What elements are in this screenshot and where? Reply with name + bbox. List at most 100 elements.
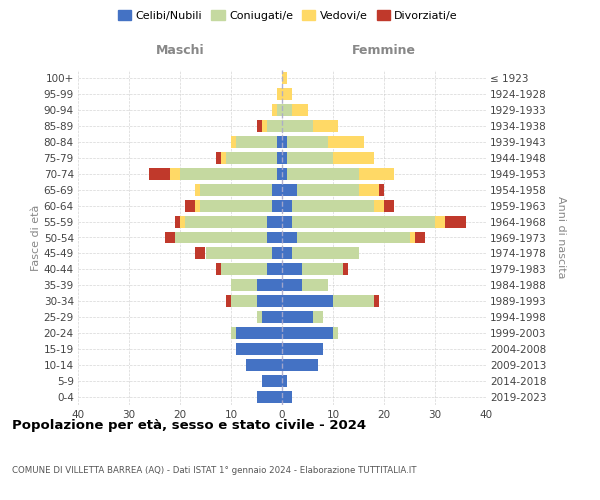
Bar: [282, 359, 318, 371]
Bar: [333, 327, 338, 339]
Bar: [267, 216, 282, 228]
Bar: [282, 296, 333, 308]
Bar: [282, 200, 292, 211]
Text: Maschi: Maschi: [155, 44, 205, 58]
Bar: [277, 88, 282, 100]
Bar: [196, 200, 200, 211]
Bar: [435, 216, 445, 228]
Bar: [206, 248, 272, 260]
Bar: [282, 312, 313, 323]
Bar: [374, 296, 379, 308]
Bar: [185, 216, 267, 228]
Bar: [257, 296, 282, 308]
Bar: [180, 216, 185, 228]
Bar: [374, 200, 384, 211]
Bar: [165, 232, 175, 243]
Bar: [410, 232, 415, 243]
Bar: [282, 120, 313, 132]
Text: Popolazione per età, sesso e stato civile - 2024: Popolazione per età, sesso e stato civil…: [12, 420, 366, 432]
Bar: [359, 168, 394, 179]
Bar: [282, 375, 287, 387]
Bar: [282, 343, 323, 355]
Bar: [226, 296, 231, 308]
Bar: [277, 104, 282, 116]
Bar: [282, 184, 298, 196]
Bar: [282, 152, 287, 164]
Bar: [282, 327, 333, 339]
Bar: [257, 120, 262, 132]
Bar: [384, 200, 394, 211]
Bar: [221, 264, 267, 276]
Bar: [200, 184, 272, 196]
Bar: [236, 343, 282, 355]
Bar: [221, 152, 226, 164]
Bar: [313, 312, 323, 323]
Bar: [257, 312, 262, 323]
Bar: [292, 216, 435, 228]
Bar: [333, 152, 374, 164]
Bar: [359, 184, 379, 196]
Bar: [415, 232, 425, 243]
Bar: [298, 184, 359, 196]
Bar: [282, 280, 302, 291]
Bar: [272, 184, 282, 196]
Bar: [272, 200, 282, 211]
Bar: [328, 136, 364, 148]
Y-axis label: Fasce di età: Fasce di età: [31, 204, 41, 270]
Legend: Celibi/Nubili, Coniugati/e, Vedovi/e, Divorziati/e: Celibi/Nubili, Coniugati/e, Vedovi/e, Di…: [113, 6, 463, 25]
Bar: [313, 120, 338, 132]
Y-axis label: Anni di nascita: Anni di nascita: [556, 196, 566, 279]
Bar: [231, 136, 236, 148]
Bar: [216, 264, 221, 276]
Bar: [298, 232, 410, 243]
Bar: [287, 168, 359, 179]
Bar: [445, 216, 466, 228]
Bar: [343, 264, 349, 276]
Bar: [292, 200, 374, 211]
Bar: [282, 88, 292, 100]
Bar: [277, 168, 282, 179]
Bar: [302, 264, 343, 276]
Bar: [282, 391, 292, 403]
Bar: [282, 168, 287, 179]
Text: COMUNE DI VILLETTA BARREA (AQ) - Dati ISTAT 1° gennaio 2024 - Elaborazione TUTTI: COMUNE DI VILLETTA BARREA (AQ) - Dati IS…: [12, 466, 416, 475]
Bar: [185, 200, 196, 211]
Bar: [257, 391, 282, 403]
Bar: [262, 120, 267, 132]
Bar: [302, 280, 328, 291]
Bar: [262, 375, 282, 387]
Bar: [282, 216, 292, 228]
Text: Femmine: Femmine: [352, 44, 416, 58]
Bar: [379, 184, 384, 196]
Bar: [236, 136, 277, 148]
Bar: [231, 296, 257, 308]
Bar: [282, 248, 292, 260]
Bar: [272, 104, 277, 116]
Bar: [149, 168, 170, 179]
Bar: [247, 359, 282, 371]
Bar: [175, 232, 267, 243]
Bar: [200, 200, 272, 211]
Bar: [277, 136, 282, 148]
Bar: [231, 327, 236, 339]
Bar: [282, 232, 298, 243]
Bar: [257, 280, 282, 291]
Bar: [292, 248, 359, 260]
Bar: [226, 152, 277, 164]
Bar: [196, 184, 200, 196]
Bar: [267, 120, 282, 132]
Bar: [282, 72, 287, 84]
Bar: [231, 280, 257, 291]
Bar: [216, 152, 221, 164]
Bar: [236, 327, 282, 339]
Bar: [175, 216, 180, 228]
Bar: [277, 152, 282, 164]
Bar: [170, 168, 180, 179]
Bar: [180, 168, 277, 179]
Bar: [282, 264, 302, 276]
Bar: [196, 248, 206, 260]
Bar: [287, 136, 328, 148]
Bar: [267, 232, 282, 243]
Bar: [282, 104, 292, 116]
Bar: [272, 248, 282, 260]
